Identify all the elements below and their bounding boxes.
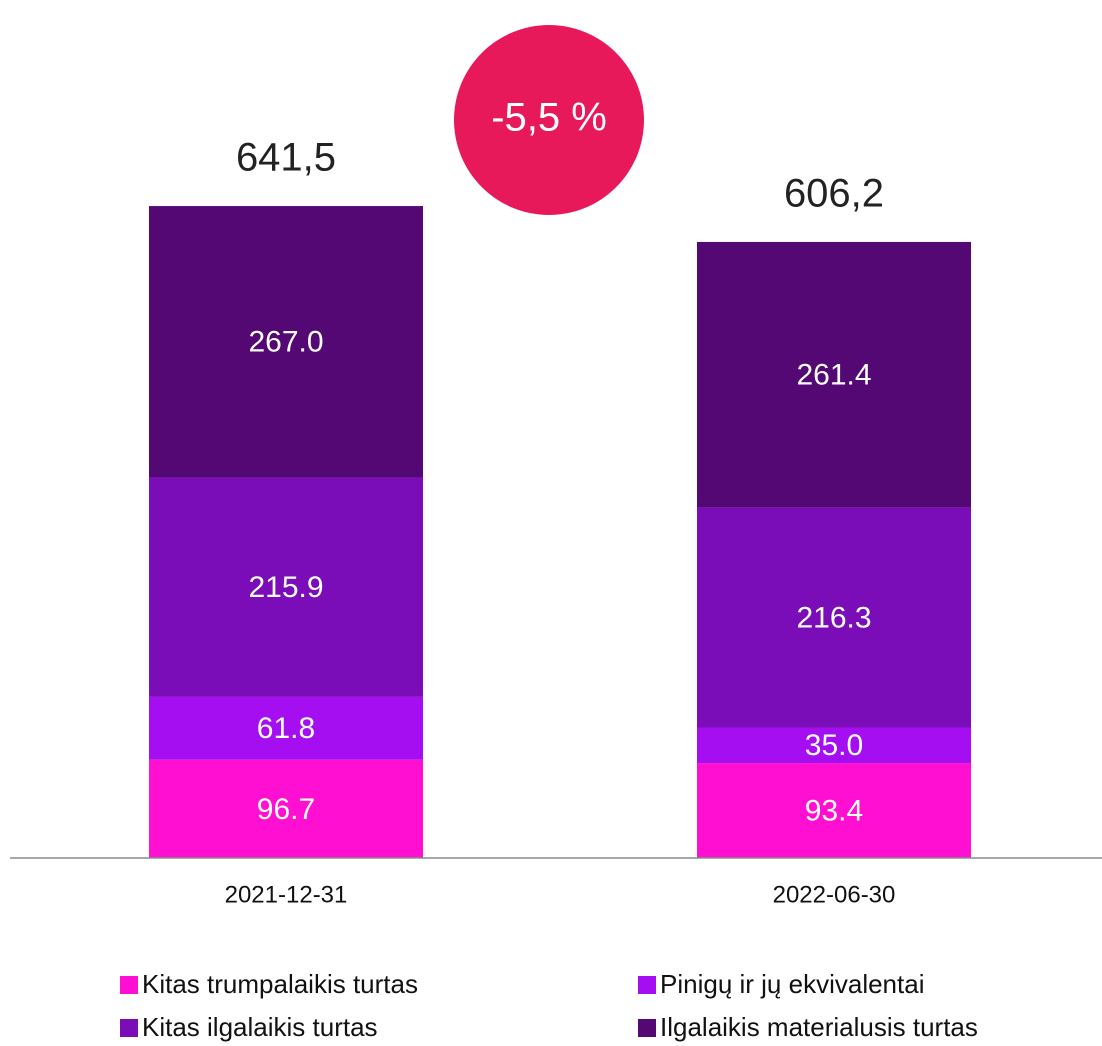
bar-segment [149, 696, 423, 760]
bar-segment [149, 759, 423, 858]
data-label: 96.7 [257, 793, 315, 826]
legend-swatch [120, 976, 138, 994]
data-label: 93.4 [805, 794, 863, 827]
legend-label: Pinigų ir jų ekvivalentai [660, 969, 924, 999]
bar-segment [149, 477, 423, 697]
legend-swatch [120, 1019, 138, 1037]
total-label: 641,5 [236, 136, 336, 180]
data-label: 261.4 [796, 359, 871, 392]
bar-segment [149, 206, 423, 478]
bar-segment [697, 241, 971, 508]
change-label: -5,5 % [491, 96, 607, 140]
bar-segment [697, 507, 971, 728]
x-tick-label: 2021-12-31 [225, 881, 348, 908]
data-label: 216.3 [796, 601, 871, 634]
data-label: 35.0 [805, 729, 863, 762]
data-label: 267.0 [248, 326, 323, 359]
legend-swatch [638, 1019, 656, 1037]
legend-label: Kitas ilgalaikis turtas [142, 1012, 378, 1042]
bar-segment [697, 763, 971, 858]
data-label: 61.8 [257, 712, 315, 745]
legend-label: Ilgalaikis materialusis turtas [660, 1012, 978, 1042]
legend-label: Kitas trumpalaikis turtas [142, 969, 418, 999]
change-badge [454, 25, 644, 215]
bar-segment [697, 727, 971, 764]
legend-swatch [638, 976, 656, 994]
total-label: 606,2 [784, 172, 884, 216]
data-label: 215.9 [248, 571, 323, 604]
x-tick-label: 2022-06-30 [773, 881, 896, 908]
